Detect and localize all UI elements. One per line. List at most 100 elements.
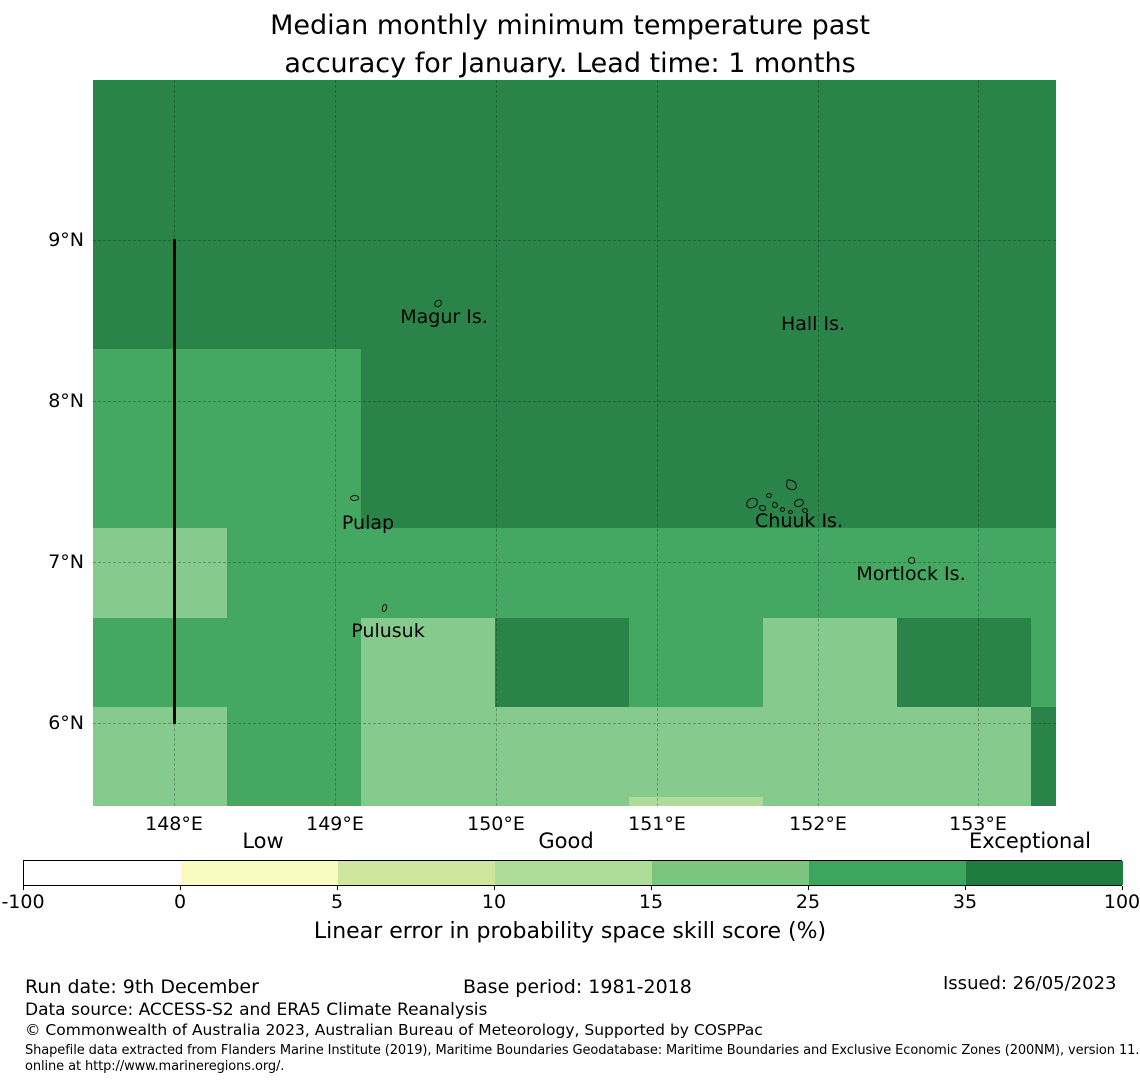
map-cell bbox=[495, 528, 630, 619]
colorbar-tick-mark bbox=[1122, 886, 1123, 890]
map-cell bbox=[763, 707, 898, 798]
colorbar-segment bbox=[966, 861, 1123, 885]
footer-data-source: Data source: ACCESS-S2 and ERA5 Climate … bbox=[25, 1000, 488, 1020]
island-label: Chuuk Is. bbox=[755, 510, 843, 532]
colorbar-tick-label: 0 bbox=[173, 891, 187, 913]
colorbar-zone-label: Good bbox=[538, 829, 594, 853]
map-cell bbox=[897, 528, 1032, 619]
footer-shapefile-attribution-line1: Shapefile data extracted from Flanders M… bbox=[25, 1043, 1140, 1058]
map-cell bbox=[897, 80, 1032, 171]
x-tick-label: 149°E bbox=[306, 813, 364, 835]
map-cell bbox=[629, 617, 764, 708]
colorbar-segment bbox=[809, 861, 966, 885]
colorbar-tick-label: 35 bbox=[952, 891, 978, 913]
footer-run-date: Run date: 9th December bbox=[25, 976, 259, 998]
map-cell bbox=[227, 707, 362, 798]
map-cell bbox=[93, 170, 228, 261]
map-cell bbox=[763, 80, 898, 171]
longitude-gridline bbox=[496, 80, 497, 806]
map-cell bbox=[93, 80, 228, 171]
map-cell bbox=[1031, 80, 1056, 171]
map-cell bbox=[1031, 796, 1056, 806]
island-label: Mortlock Is. bbox=[856, 563, 966, 585]
map-cell bbox=[763, 349, 898, 440]
map-cell bbox=[495, 170, 630, 261]
map-cell bbox=[629, 796, 764, 806]
y-tick-label: 9°N bbox=[48, 229, 84, 251]
island-label: Pulusuk bbox=[351, 620, 425, 642]
map-cell bbox=[495, 259, 630, 350]
figure-title-line1: Median monthly minimum temperature past bbox=[270, 10, 870, 41]
map-cell bbox=[361, 528, 496, 619]
map-cell bbox=[361, 796, 496, 806]
map-cell bbox=[629, 259, 764, 350]
map-cell bbox=[1031, 617, 1056, 708]
map-cell bbox=[763, 617, 898, 708]
colorbar-tick-label: 10 bbox=[481, 891, 507, 913]
map-cell bbox=[763, 528, 898, 619]
colorbar-tick-mark bbox=[965, 886, 966, 890]
colorbar-tick-mark bbox=[494, 886, 495, 890]
footer-copyright: © Commonwealth of Australia 2023, Austra… bbox=[25, 1021, 763, 1039]
colorbar-tick-mark bbox=[808, 886, 809, 890]
map-cell bbox=[897, 796, 1032, 806]
map-cell bbox=[227, 796, 362, 806]
map-cell bbox=[1031, 438, 1056, 529]
map-cell bbox=[227, 170, 362, 261]
latitude-gridline bbox=[93, 240, 1056, 241]
map-cell bbox=[93, 438, 228, 529]
colorbar-tick-mark bbox=[337, 886, 338, 890]
longitude-gridline bbox=[657, 80, 658, 806]
y-tick-label: 8°N bbox=[48, 390, 84, 412]
map-cell bbox=[227, 617, 362, 708]
map-cell bbox=[93, 796, 228, 806]
latitude-gridline bbox=[93, 401, 1056, 402]
colorbar-zone-label: Exceptional bbox=[968, 829, 1092, 853]
footer-base-period: Base period: 1981-2018 bbox=[463, 976, 692, 998]
latitude-gridline bbox=[93, 562, 1056, 563]
longitude-gridline bbox=[335, 80, 336, 806]
map-cell bbox=[897, 617, 1032, 708]
map-cell bbox=[1031, 170, 1056, 261]
map-cell bbox=[629, 528, 764, 619]
footer-issued-date: Issued: 26/05/2023 bbox=[943, 973, 1117, 994]
skill-score-map: Magur Is. Hall Is. Pulap Chuuk Is. Mortlock … bbox=[93, 80, 1056, 806]
longitude-gridline bbox=[818, 80, 819, 806]
map-cell bbox=[93, 617, 228, 708]
map-cell bbox=[227, 438, 362, 529]
island-outline bbox=[802, 508, 808, 513]
map-cell bbox=[361, 707, 496, 798]
island-outline bbox=[788, 510, 793, 514]
footer-shapefile-attribution-line2: online at http://www.marineregions.org/. bbox=[25, 1059, 285, 1074]
map-cell bbox=[495, 707, 630, 798]
island-outline bbox=[780, 507, 785, 512]
eez-maritime-boundary-line bbox=[173, 239, 176, 724]
map-cell bbox=[763, 438, 898, 529]
map-cell bbox=[361, 438, 496, 529]
map-cell bbox=[495, 617, 630, 708]
map-cell bbox=[629, 80, 764, 171]
map-cell bbox=[763, 259, 898, 350]
island-label: Pulap bbox=[341, 512, 395, 534]
colorbar-segment bbox=[652, 861, 809, 885]
map-cell bbox=[897, 170, 1032, 261]
island-outline bbox=[908, 557, 915, 564]
colorbar-tick-label: 100 bbox=[1103, 891, 1140, 913]
map-cell bbox=[495, 349, 630, 440]
colorbar-axis-label: Linear error in probability space skill … bbox=[313, 919, 827, 944]
map-cell bbox=[1031, 707, 1056, 798]
map-cell bbox=[227, 259, 362, 350]
colorbar-segment bbox=[24, 861, 181, 885]
island-label: Hall Is. bbox=[780, 313, 846, 335]
island-outline bbox=[766, 493, 772, 498]
map-cell bbox=[629, 438, 764, 529]
map-cell bbox=[93, 259, 228, 350]
colorbar-zone-label: Low bbox=[242, 829, 284, 853]
colorbar-segment bbox=[495, 861, 652, 885]
x-tick-label: 151°E bbox=[628, 813, 686, 835]
x-tick-label: 150°E bbox=[467, 813, 525, 835]
figure-title-line2: accuracy for January. Lead time: 1 month… bbox=[284, 48, 856, 79]
map-cell bbox=[227, 528, 362, 619]
colorbar-tick-mark bbox=[651, 886, 652, 890]
